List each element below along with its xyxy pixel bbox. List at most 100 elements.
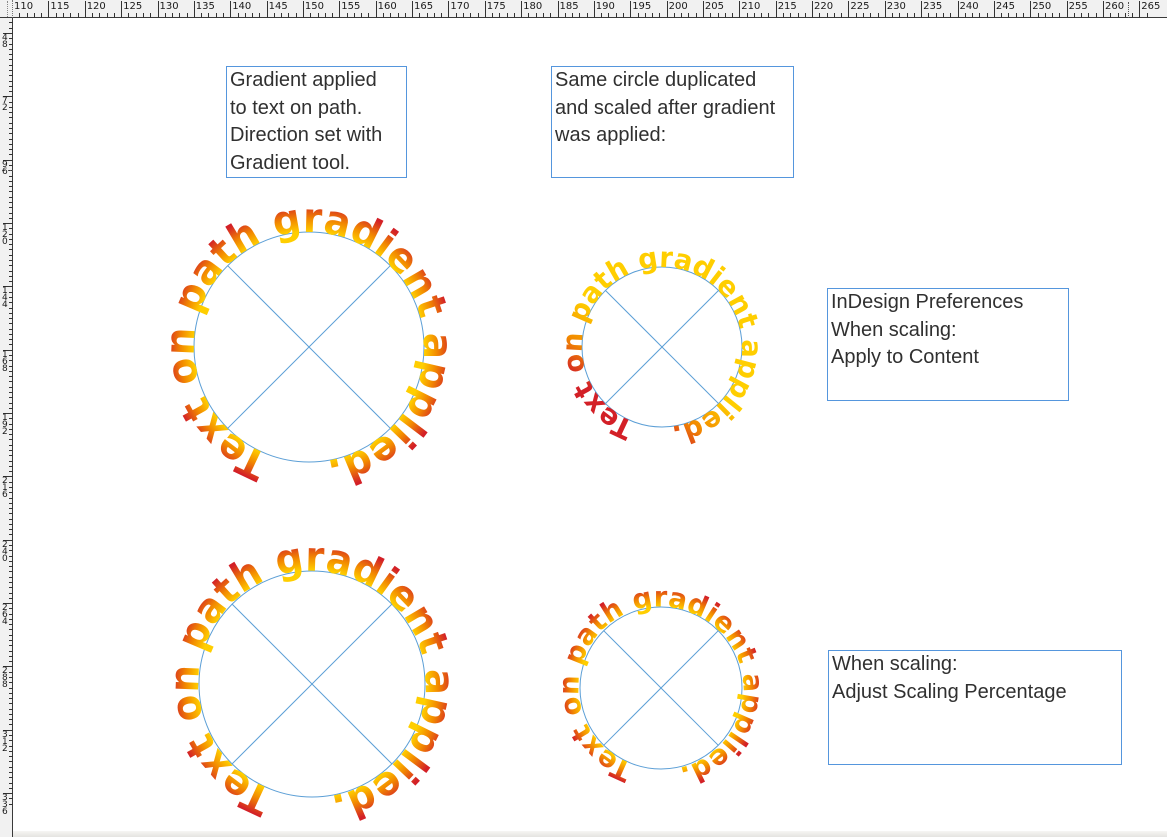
ruler-tick bbox=[9, 576, 13, 578]
ruler-tick bbox=[9, 724, 13, 726]
text-frame-same-circle[interactable]: Same circle duplicated and scaled after … bbox=[551, 66, 794, 178]
ruler-tick bbox=[9, 703, 13, 705]
ruler-tick bbox=[9, 513, 13, 515]
ruler-tick bbox=[19, 13, 21, 18]
ruler-tick bbox=[506, 13, 508, 18]
ruler-tick bbox=[237, 13, 239, 18]
ruler-tick bbox=[9, 201, 13, 203]
ruler-tick bbox=[404, 13, 406, 18]
ruler-tick bbox=[470, 13, 472, 18]
ruler-tick bbox=[870, 13, 872, 18]
ruler-tick bbox=[92, 13, 93, 18]
ruler-tick bbox=[702, 1, 704, 18]
ruler-tick bbox=[9, 48, 13, 50]
ruler-tick bbox=[9, 761, 13, 763]
ruler-tick bbox=[557, 1, 559, 18]
circle-frame-original-bottom[interactable]: Text on path gradient applied. bbox=[160, 533, 464, 834]
ruler-tick bbox=[55, 13, 57, 18]
ruler-tick bbox=[542, 13, 544, 18]
ruler-tick bbox=[9, 307, 13, 309]
ruler-tick bbox=[9, 640, 13, 641]
ruler-label: 245 bbox=[995, 1, 1015, 12]
ruler-tick bbox=[9, 486, 13, 488]
text-on-path-original-top[interactable]: Text on path gradient applied. bbox=[156, 194, 463, 498]
ruler-tick bbox=[9, 713, 13, 715]
ruler-origin-dotted-line bbox=[7, 1, 8, 17]
ruler-tick bbox=[179, 13, 181, 18]
circle-frame-scaled-content[interactable]: Text on path gradient applied. bbox=[556, 241, 769, 453]
ruler-label: 150 bbox=[304, 1, 324, 12]
ruler-tick bbox=[550, 13, 552, 18]
ruler-tick bbox=[1095, 13, 1097, 18]
ruler-tick bbox=[9, 302, 13, 304]
ruler-tick bbox=[593, 1, 595, 18]
ruler-tick bbox=[841, 13, 843, 18]
ruler-tick bbox=[3, 286, 13, 288]
ruler-tick bbox=[622, 13, 624, 18]
ruler-label: 235 bbox=[923, 1, 943, 12]
ruler-label: 135 bbox=[195, 1, 215, 12]
ruler-label: 205 bbox=[704, 1, 724, 12]
circle-path[interactable] bbox=[193, 231, 425, 463]
ruler-tick bbox=[717, 13, 719, 18]
ruler-tick bbox=[9, 434, 13, 436]
text-frame-adjust-scaling[interactable]: When scaling: Adjust Scaling Percentage bbox=[828, 650, 1122, 765]
ruler-tick bbox=[9, 270, 13, 272]
ruler-tick bbox=[899, 13, 901, 18]
ruler-tick bbox=[9, 128, 13, 129]
text-on-path-scaled-percentage[interactable]: Text on path gradient applied. bbox=[552, 580, 770, 793]
circle-path[interactable] bbox=[579, 606, 743, 770]
ruler-tick bbox=[397, 13, 399, 18]
ruler-tick bbox=[128, 13, 130, 18]
ruler-tick bbox=[826, 13, 828, 18]
circle-frame-original-top[interactable]: Text on path gradient applied. bbox=[156, 194, 463, 498]
ruler-tick bbox=[9, 624, 13, 626]
ruler-tick bbox=[1139, 1, 1141, 18]
ruler-tick bbox=[630, 1, 632, 18]
ruler-tick bbox=[382, 13, 384, 18]
ruler-tick bbox=[26, 13, 28, 18]
ruler-tick bbox=[353, 13, 355, 18]
circle-frame-scaled-percentage[interactable]: Text on path gradient applied. bbox=[552, 580, 770, 793]
circle-path[interactable] bbox=[198, 570, 426, 798]
ruler-label: 230 bbox=[886, 1, 906, 12]
ruler-tick bbox=[9, 339, 13, 341]
ruler-tick bbox=[426, 13, 428, 18]
ruler-tick bbox=[9, 560, 13, 562]
ruler-tick bbox=[608, 13, 610, 18]
ruler-tick bbox=[9, 85, 13, 87]
ruler-label: 210 bbox=[741, 1, 761, 12]
ruler-tick bbox=[862, 13, 864, 18]
ruler-tick bbox=[186, 13, 188, 18]
circle-path[interactable] bbox=[581, 266, 743, 428]
ruler-tick bbox=[9, 80, 13, 82]
ruler-tick bbox=[33, 13, 35, 18]
ruler-tick bbox=[215, 13, 217, 18]
ruler-tick bbox=[9, 661, 13, 663]
ruler-tick bbox=[9, 133, 13, 135]
text-frame-gradient-applied[interactable]: Gradient applied to text on path. Direct… bbox=[226, 66, 407, 178]
horizontal-ruler[interactable]: 110 115 120 125 130 135 140 145 150 155 160 165 170 1… bbox=[0, 0, 1167, 18]
ruler-tick bbox=[9, 777, 13, 779]
text-on-path-original-bottom[interactable]: Text on path gradient applied. bbox=[160, 533, 464, 834]
ruler-tick bbox=[9, 550, 13, 552]
ruler-tick bbox=[659, 13, 661, 18]
ruler-tick bbox=[9, 650, 13, 652]
ruler-tick bbox=[9, 54, 13, 56]
ruler-tick bbox=[1132, 13, 1133, 18]
ruler-tick bbox=[732, 13, 733, 18]
ruler-tick bbox=[579, 13, 581, 18]
ruler-origin-corner[interactable] bbox=[0, 0, 13, 18]
ruler-tick bbox=[9, 281, 13, 283]
text-frame-apply-to-content[interactable]: InDesign Preferences When scaling: Apply… bbox=[827, 288, 1069, 401]
ruler-tick bbox=[819, 13, 821, 18]
ruler-label: 110 bbox=[14, 1, 34, 12]
ruler-tick bbox=[9, 344, 13, 346]
ruler-tick bbox=[9, 249, 13, 251]
